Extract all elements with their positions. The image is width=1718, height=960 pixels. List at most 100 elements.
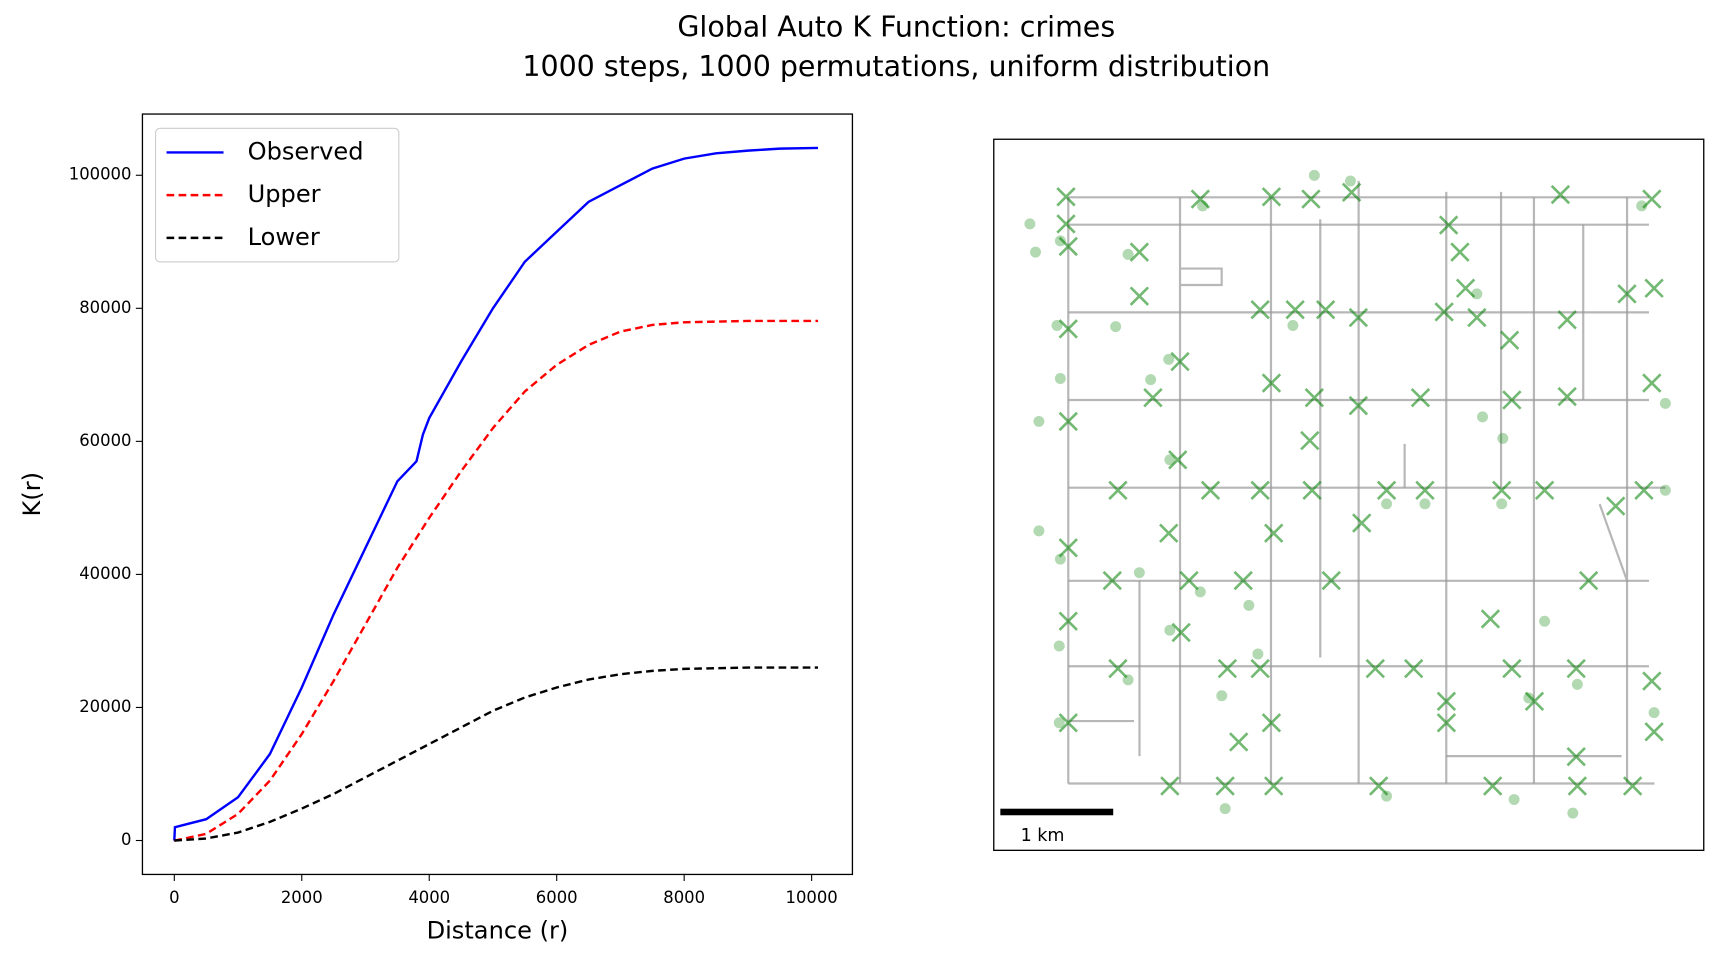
crime-marker	[1143, 388, 1163, 408]
crime-marker	[1215, 776, 1235, 796]
crime-point	[1145, 374, 1157, 386]
legend-label: Lower	[248, 223, 320, 251]
crime-marker	[1056, 214, 1076, 234]
plot-frame	[141, 113, 854, 876]
crime-marker	[1261, 713, 1282, 733]
crime-marker	[1499, 330, 1520, 350]
y-tick-label: 0	[121, 830, 131, 849]
map-frame	[993, 138, 1705, 851]
scale-bar-label: 1 km	[1021, 826, 1065, 846]
crime-marker	[1058, 713, 1078, 733]
y-tick-label: 40000	[79, 564, 131, 583]
crime-marker	[1403, 658, 1424, 679]
crime-marker	[1434, 302, 1454, 322]
crime-marker	[1467, 307, 1487, 328]
crime-marker	[1368, 776, 1389, 796]
crime-point	[1496, 498, 1508, 510]
crime-marker	[1190, 189, 1211, 209]
crime-marker	[1129, 286, 1150, 306]
crime-point	[1508, 794, 1520, 806]
crime-marker	[1557, 310, 1577, 330]
crime-marker	[1179, 570, 1199, 591]
crime-marker	[1410, 388, 1431, 408]
crime-marker	[1261, 187, 1282, 207]
crime-point	[1287, 320, 1299, 331]
crime-marker	[1102, 570, 1122, 591]
x-tick-label: 0	[169, 888, 179, 907]
crime-marker	[1436, 713, 1457, 733]
crime-marker	[1644, 278, 1664, 298]
crime-marker	[1321, 570, 1341, 591]
crime-point	[1194, 586, 1206, 598]
crime-point	[1219, 803, 1231, 815]
crime-point	[1523, 692, 1535, 704]
chart-title: Global Auto K Function: crimes	[677, 11, 1115, 44]
crime-point	[1419, 498, 1431, 510]
crime-point	[1110, 321, 1122, 333]
crime-marker	[1524, 691, 1545, 712]
series-line	[174, 319, 819, 842]
crime-point	[1054, 553, 1066, 565]
crime-point	[1033, 525, 1045, 537]
crime-point	[1163, 353, 1175, 365]
crime-marker	[1455, 278, 1476, 298]
crime-point	[1571, 678, 1583, 690]
crime-marker	[1566, 746, 1586, 767]
crime-marker	[1492, 480, 1512, 500]
crime-marker	[1250, 658, 1270, 679]
crime-marker	[1480, 609, 1501, 629]
chart-subtitle: 1000 steps, 1000 permutations, uniform d…	[522, 50, 1270, 83]
crime-point	[1053, 717, 1065, 729]
crime-point	[1054, 235, 1066, 247]
crime-marker	[1567, 776, 1588, 796]
crime-point	[1471, 288, 1483, 300]
crime-point	[1636, 200, 1648, 212]
crime-point	[1381, 498, 1393, 510]
crime-marker	[1261, 373, 1282, 393]
crime-point	[1344, 175, 1356, 187]
crime-point	[1567, 807, 1579, 819]
crime-marker	[1056, 187, 1076, 207]
crime-marker	[1642, 189, 1662, 209]
x-tick-label: 2000	[281, 888, 323, 907]
crime-marker	[1438, 215, 1459, 235]
crime-marker	[1250, 299, 1270, 320]
crime-marker	[1606, 496, 1626, 516]
y-tick-label: 20000	[79, 697, 131, 716]
crime-marker	[1200, 480, 1221, 500]
crime-marker	[1315, 299, 1336, 320]
crime-marker	[1450, 242, 1470, 262]
y-axis-label: K(r)	[18, 472, 46, 517]
crime-marker	[1617, 284, 1637, 304]
crime-marker	[1229, 732, 1249, 752]
crime-point	[1308, 169, 1320, 181]
crime-point	[1477, 411, 1488, 423]
crime-marker	[1566, 658, 1586, 679]
crime-point	[1539, 615, 1551, 627]
crime-point	[1381, 790, 1393, 802]
crime-marker	[1058, 538, 1078, 558]
crime-point	[1053, 640, 1065, 652]
crime-point	[1164, 454, 1176, 466]
crime-point	[1659, 484, 1671, 496]
crime-point	[1197, 200, 1209, 212]
crime-point	[1030, 246, 1042, 258]
crime-point	[1054, 373, 1066, 385]
crime-point	[1252, 648, 1264, 660]
crime-marker	[1436, 691, 1457, 712]
crime-marker	[1534, 480, 1555, 500]
y-tick-label: 60000	[79, 431, 131, 450]
crime-marker	[1058, 611, 1078, 631]
crime-marker	[1642, 373, 1662, 393]
crime-marker	[1300, 430, 1320, 451]
crime-marker	[1348, 307, 1369, 328]
x-tick-label: 4000	[408, 888, 450, 907]
crime-point	[1051, 320, 1063, 331]
crime-marker	[1264, 523, 1284, 543]
crime-marker	[1557, 386, 1577, 407]
x-axis-label: Distance (r)	[427, 916, 569, 944]
crime-marker	[1376, 480, 1397, 500]
street-network	[1067, 180, 1666, 785]
x-tick-label: 6000	[536, 888, 578, 907]
